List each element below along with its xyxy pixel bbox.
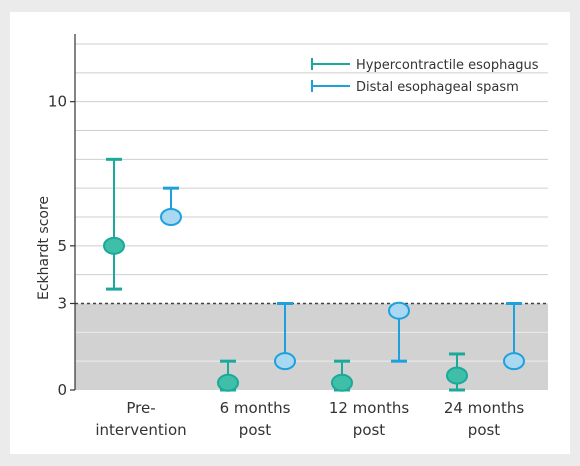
x-tick-label: Pre-intervention xyxy=(95,399,186,439)
legend: Hypercontractile esophagus Distal esophag… xyxy=(311,58,539,95)
x-tick-label: 12 months post xyxy=(329,399,410,439)
data-point xyxy=(217,373,239,392)
x-tick-label: 24 months post xyxy=(444,399,525,439)
x-tick-label-line: 24 months xyxy=(444,399,525,417)
series-0 xyxy=(103,157,468,392)
data-point xyxy=(446,366,468,385)
data-point xyxy=(160,208,182,226)
data-point xyxy=(274,352,296,371)
x-tick-label-line: intervention xyxy=(95,421,186,439)
y-tick-label: 10 xyxy=(48,93,67,111)
data-point xyxy=(103,236,125,255)
x-tick-label-line: 12 months xyxy=(329,399,410,417)
y-axis-label: Eckhardt score xyxy=(36,196,52,300)
x-tick-label-line: post xyxy=(239,421,272,439)
x-tick-label-line: post xyxy=(353,421,386,439)
x-tick-label-line: post xyxy=(468,421,501,439)
x-tick-label-line: Pre- xyxy=(126,399,155,417)
y-tick-label: 3 xyxy=(57,295,67,313)
series-1 xyxy=(160,186,525,371)
y-tick-label: 5 xyxy=(57,237,67,255)
data-point xyxy=(331,373,353,392)
normal-range-shade xyxy=(75,303,548,390)
x-tick-label: 6 months post xyxy=(220,399,291,439)
y-tick-label: 0 xyxy=(57,381,67,399)
legend-label: Distal esophageal spasm xyxy=(356,80,519,95)
x-tick-label-line: 6 months xyxy=(220,399,291,417)
data-point xyxy=(388,301,410,320)
legend-label: Hypercontractile esophagus xyxy=(356,58,539,73)
data-point xyxy=(503,352,525,371)
